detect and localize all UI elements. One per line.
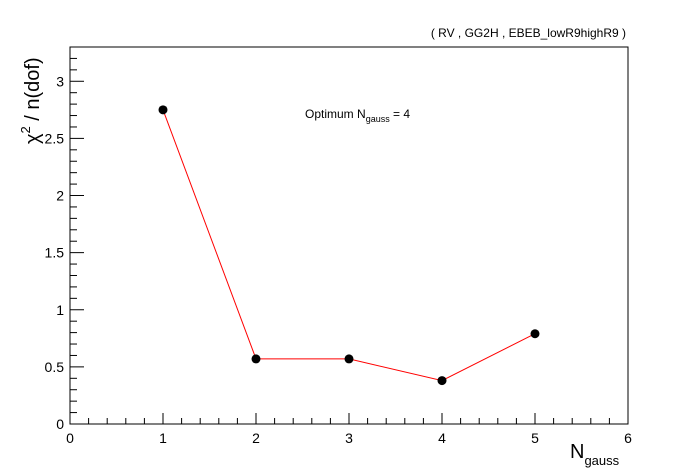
y-tick-label: 1.5 <box>45 245 65 261</box>
x-tick-label: 3 <box>345 430 353 446</box>
y-tick-label: 0 <box>56 416 64 432</box>
x-tick-label: 1 <box>159 430 167 446</box>
x-tick-label: 4 <box>438 430 446 446</box>
x-axis-title: Ngauss <box>570 441 620 468</box>
y-tick-label: 1 <box>56 302 64 318</box>
x-axis-title-main: N <box>570 441 584 463</box>
x-axis-tick-labels: 0 1 2 3 4 5 6 <box>66 430 632 446</box>
x-axis-ticks <box>69 413 629 424</box>
data-point <box>437 376 447 386</box>
annotation-prefix: Optimum N <box>305 107 366 121</box>
y-tick-label: 0.5 <box>45 359 65 375</box>
x-tick-label: 6 <box>624 430 632 446</box>
optimum-annotation: Optimum Ngauss = 4 <box>305 107 410 124</box>
y-tick-label: 2.5 <box>45 130 65 146</box>
data-point <box>251 354 261 364</box>
x-tick-label: 2 <box>252 430 260 446</box>
annotation-subscript: gauss <box>366 114 391 124</box>
x-tick-label: 5 <box>531 430 539 446</box>
y-axis-title-sup: 2 <box>18 126 33 133</box>
y-axis-title: χ2 / n(dof) <box>18 57 44 144</box>
chart-header: ( RV , GG2H , EBEB_lowR9highR9 ) <box>431 26 626 40</box>
data-point <box>158 105 168 115</box>
y-axis-tick-labels: 0 0.5 1 1.5 2 2.5 3 <box>45 73 65 432</box>
series-markers <box>158 105 540 386</box>
y-axis-title-main: χ <box>22 133 44 144</box>
y-tick-label: 3 <box>56 73 64 89</box>
y-axis-ticks <box>70 46 84 425</box>
x-tick-label: 0 <box>66 430 74 446</box>
y-tick-label: 2 <box>56 188 64 204</box>
x-axis-title-sub: gauss <box>584 453 619 468</box>
annotation-suffix: = 4 <box>390 107 411 121</box>
data-point <box>530 329 540 339</box>
data-point <box>344 354 354 364</box>
y-axis-title-rest: / n(dof) <box>22 57 44 126</box>
